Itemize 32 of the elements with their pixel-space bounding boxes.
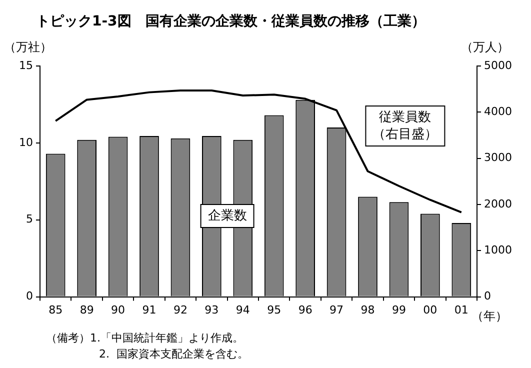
y2-tick-label: 0 <box>484 290 492 303</box>
x-tick-label: 85 <box>48 303 63 316</box>
x-tick-label: 94 <box>236 303 250 316</box>
y-tick-label: 5 <box>26 212 33 226</box>
text: （備考）1.「中国統計年鑑」より作成。 <box>46 332 244 345</box>
y2-tick-label: 5000 <box>484 58 512 72</box>
y2-axis-title: （万人） <box>461 40 510 54</box>
y2-tick-label: 2000 <box>484 197 512 210</box>
series-label: 従業員数（右目盛） <box>372 110 438 142</box>
x-tick-label: 00 <box>423 303 438 316</box>
y-tick-label: 10 <box>18 136 33 149</box>
y-tick-label: 15 <box>18 58 33 72</box>
x-tick-label: 96 <box>298 303 312 316</box>
y2-tick-label: 4000 <box>484 105 512 118</box>
x-tick-label: 99 <box>392 303 406 316</box>
x-tick-label: 01 <box>454 303 468 316</box>
text: 2. 国家資本支配企業を含む。 <box>99 348 248 361</box>
x-tick-label: 95 <box>267 303 282 316</box>
y2-tick-label: 3000 <box>484 151 512 164</box>
x-axis-title: （年） <box>471 308 508 323</box>
y-axis-title: （万社） <box>4 40 52 54</box>
x-tick-label: 97 <box>330 303 344 316</box>
x-tick-label: 89 <box>80 303 94 316</box>
x-tick-label: 98 <box>360 303 375 316</box>
y-tick-label: 0 <box>26 290 33 303</box>
x-tick-label: 90 <box>111 303 126 316</box>
y2-tick-label: 1000 <box>484 244 512 256</box>
chart-title: トピック1-3図 国有企業の企業数・従業員数の推移（工業） <box>36 14 426 30</box>
series-label: 企業数 <box>208 208 247 224</box>
x-tick-label: 93 <box>204 303 219 316</box>
x-tick-label: 91 <box>142 303 156 316</box>
x-tick-label: 92 <box>173 303 188 316</box>
